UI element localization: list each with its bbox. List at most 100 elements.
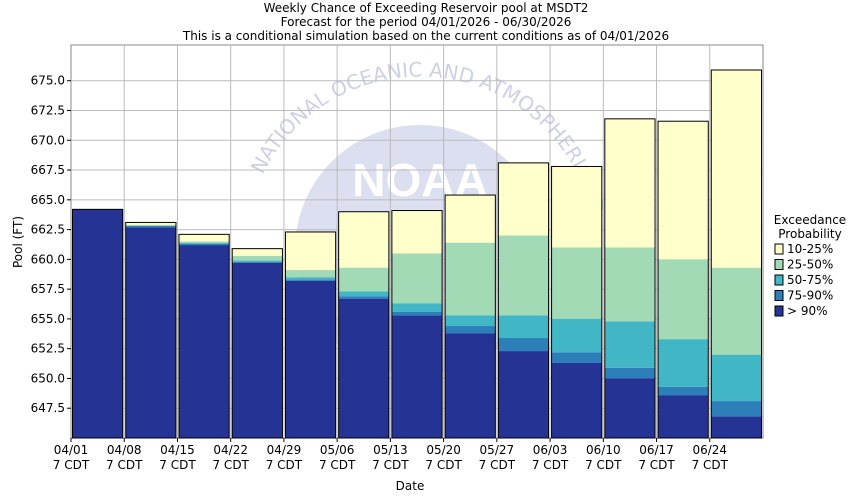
x-tick-time-5: 7 CDT (319, 458, 356, 472)
bar-segment-0-gt90 (72, 209, 123, 438)
x-tick-date-1: 04/08 (107, 443, 142, 457)
y-axis-label: Pool (FT) (11, 216, 25, 268)
bar-stack-12 (710, 69, 762, 439)
bar-segment-4-50-75 (285, 277, 336, 280)
bar-segment-9-50-75 (551, 318, 602, 353)
bar-outline-5 (338, 211, 390, 439)
x-tick-time-4: 7 CDT (266, 458, 303, 472)
bar-outline-2 (178, 233, 230, 439)
x-tick-date-9: 06/03 (533, 443, 568, 457)
bar-segment-3-75-90 (232, 261, 283, 263)
bar-segment-8-gt90 (498, 351, 549, 438)
bar-segment-12-10-25 (711, 70, 762, 268)
legend-title-1: Exceedance (774, 213, 846, 227)
bar-segment-8-10-25 (498, 162, 549, 236)
x-tick-date-7: 05/20 (426, 443, 461, 457)
legend: Exceedance Probability 10-25% 25-50%50-75… (774, 213, 846, 318)
bar-outline-7 (444, 194, 496, 439)
bar-stack-9 (551, 165, 603, 439)
y-tick-label-6: 662.5 (31, 223, 65, 237)
legend-swatch-2 (774, 274, 784, 286)
bar-stack-6 (391, 210, 443, 439)
bar-segment-5-10-25 (338, 211, 389, 268)
legend-entry-3: 75-90% (787, 289, 833, 303)
bar-outline-10 (604, 118, 656, 439)
bar-segment-2-75-90 (178, 243, 230, 246)
bar-outline-9 (551, 165, 603, 439)
y-tick-label-2: 652.5 (31, 342, 65, 356)
y-tick-label-11: 675.0 (31, 74, 65, 88)
y-tick-label-8: 667.5 (31, 163, 65, 177)
bar-segment-3-50-75 (232, 260, 283, 262)
x-tick-time-3: 7 CDT (212, 458, 249, 472)
bar-outline-4 (284, 231, 337, 439)
bar-segment-11-10-25 (658, 121, 709, 260)
y-tick-label-4: 657.5 (31, 282, 65, 296)
bar-segment-11-50-75 (658, 339, 709, 387)
bar-segment-7-25-50 (445, 242, 496, 316)
bar-outline-6 (391, 210, 443, 439)
bar-segment-1-75-90 (125, 226, 176, 228)
x-tick-time-8: 7 CDT (479, 458, 516, 472)
bar-segment-7-50-75 (445, 315, 496, 327)
bar-segment-6-gt90 (391, 315, 443, 438)
y-tick-label-0: 647.5 (31, 401, 65, 415)
bar-segment-7-75-90 (445, 326, 496, 334)
legend-swatch-4 (774, 305, 784, 317)
bar-segment-12-50-75 (711, 354, 762, 402)
bar-stack-5 (338, 211, 390, 439)
bar-segment-3-25-50 (232, 255, 283, 261)
y-axis-ticks: 647.5 650.0 652.5 655.0 657.5 660.0 662.5 665.0… (31, 74, 71, 415)
bar-segment-7-10-25 (445, 195, 496, 243)
bar-segment-4-gt90 (285, 280, 336, 438)
legend-swatch-3 (774, 290, 784, 301)
bar-segment-5-75-90 (338, 296, 389, 299)
bar-segment-5-25-50 (338, 267, 389, 292)
bar-segment-1-10-25 (125, 222, 176, 225)
x-tick-date-4: 04/29 (267, 443, 302, 457)
y-tick-label-9: 670.0 (31, 133, 65, 147)
legend-entry-2: 50-75% (787, 273, 833, 287)
chart-subtitle-2: This is a conditional simulation based o… (182, 29, 669, 43)
x-tick-date-11: 06/17 (639, 443, 674, 457)
x-tick-date-12: 06/24 (692, 443, 727, 457)
bar-stack-10 (604, 118, 656, 439)
bar-segment-5-gt90 (338, 298, 389, 438)
bar-segment-11-75-90 (658, 386, 709, 396)
x-tick-date-8: 05/27 (480, 443, 515, 457)
x-tick-time-1: 7 CDT (106, 458, 143, 472)
bar-outline-8 (497, 162, 550, 439)
bar-segment-9-25-50 (551, 247, 602, 319)
legend-title-2: Probability (778, 227, 841, 241)
bar-segment-3-10-25 (232, 248, 283, 256)
bar-stack-3 (231, 248, 283, 439)
x-tick-time-0: 7 CDT (53, 458, 90, 472)
x-tick-time-6: 7 CDT (372, 458, 409, 472)
bar-segment-2-50-75 (178, 242, 230, 244)
bar-segment-9-gt90 (551, 362, 602, 438)
bar-segment-7-gt90 (445, 333, 496, 438)
x-tick-date-10: 06/10 (586, 443, 621, 457)
bar-stack-4 (284, 231, 337, 439)
x-tick-time-2: 7 CDT (159, 458, 196, 472)
x-tick-date-0: 04/01 (54, 443, 89, 457)
x-tick-time-10: 7 CDT (585, 458, 622, 472)
bar-outline-1 (125, 221, 177, 439)
bar-segment-6-25-50 (391, 253, 443, 304)
legend-entry-0: 10-25% (787, 242, 833, 256)
x-tick-date-3: 04/22 (213, 443, 248, 457)
bar-outline-3 (231, 248, 283, 439)
bar-outline-0 (72, 208, 124, 439)
bar-segment-6-75-90 (391, 311, 443, 316)
bar-segment-10-25-50 (604, 247, 656, 322)
legend-swatch-0 (774, 243, 784, 255)
y-tick-label-3: 655.0 (31, 312, 65, 326)
bar-segment-12-25-50 (711, 267, 762, 355)
x-tick-time-11: 7 CDT (638, 458, 675, 472)
y-tick-label-7: 665.0 (31, 193, 65, 207)
bar-segment-12-75-90 (711, 401, 762, 417)
x-axis-label: Date (396, 479, 425, 493)
bar-stack-11 (657, 120, 709, 439)
